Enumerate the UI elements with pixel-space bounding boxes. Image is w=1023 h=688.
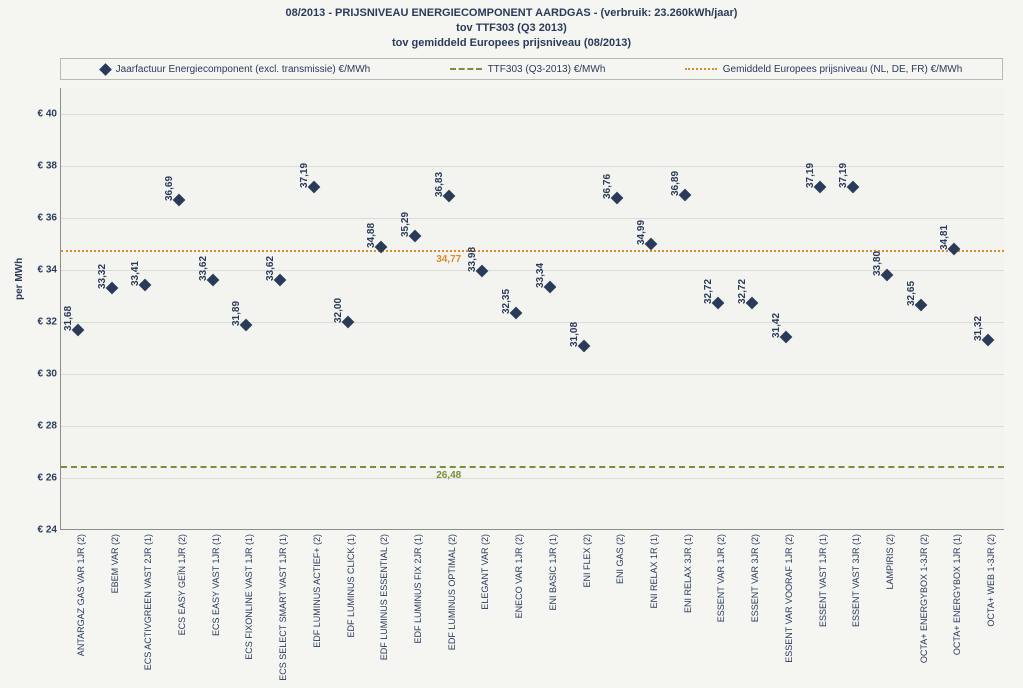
x-category-label: OCTA+ ENERGYBOX 1-3JR (2) xyxy=(919,534,929,684)
ref-line-ttf303 xyxy=(61,466,1004,468)
x-category-label: OCTA+ WEB 1-3JR (2) xyxy=(986,534,996,684)
title-line1: 08/2013 - PRIJSNIVEAU ENERGIECOMPONENT A… xyxy=(0,6,1023,21)
y-axis-label: per MWh xyxy=(14,258,25,300)
x-category-label: EDF LUMINUS ACTIEF+ (2) xyxy=(312,534,322,684)
gridline xyxy=(61,218,1004,219)
value-label: 37,19 xyxy=(299,163,310,188)
x-category-label: EDF LUMINUS CLICK (1) xyxy=(346,534,356,684)
legend-ref1: TTF303 (Q3-2013) €/MWh xyxy=(450,64,606,75)
y-tick-label: € 36 xyxy=(38,213,57,224)
value-label: 31,32 xyxy=(973,316,984,341)
value-label: 33,98 xyxy=(467,246,478,271)
dotted-line-icon xyxy=(685,68,717,70)
x-category-label: ESSENT VAR 1JR (2) xyxy=(716,534,726,684)
value-label: 33,34 xyxy=(535,263,546,288)
x-category-label: ENI FLEX (2) xyxy=(582,534,592,684)
value-label: 35,29 xyxy=(400,212,411,237)
gridline xyxy=(61,478,1004,479)
x-category-label: EDF LUMINUS FIX 2JR (1) xyxy=(413,534,423,684)
value-label: 34,81 xyxy=(939,225,950,250)
y-tick-label: € 32 xyxy=(38,317,57,328)
x-category-label: ECS EASY VAST 1JR (1) xyxy=(211,534,221,684)
x-category-label: ECS ACTIVGREEN VAST 2JR (1) xyxy=(143,534,153,684)
x-category-label: ENI GAS (2) xyxy=(615,534,625,684)
ref-line-eu-avg xyxy=(61,250,1004,252)
legend: Jaarfactuur Energiecomponent (excl. tran… xyxy=(60,58,1003,80)
x-category-label: LAMPIRIS (2) xyxy=(885,534,895,684)
value-label: 37,19 xyxy=(838,163,849,188)
legend-series: Jaarfactuur Energiecomponent (excl. tran… xyxy=(101,64,371,75)
y-tick-label: € 40 xyxy=(38,109,57,120)
title-line2: tov TTF303 (Q3 2013) xyxy=(0,21,1023,36)
legend-series-label: Jaarfactuur Energiecomponent (excl. tran… xyxy=(116,64,371,75)
chart-title: 08/2013 - PRIJSNIVEAU ENERGIECOMPONENT A… xyxy=(0,6,1023,51)
y-tick-label: € 28 xyxy=(38,421,57,432)
x-category-label: ECS EASY GEÏN 1JR (2) xyxy=(177,534,187,684)
plot-area: 26,48 34,77 31,68 33,32 33,41 36,69 33,62 31,89… xyxy=(60,88,1004,530)
x-category-label: ESSENT VAST 3JR (1) xyxy=(851,534,861,684)
x-category-label: ENECO VAR 1JR (2) xyxy=(514,534,524,684)
y-tick-label: € 26 xyxy=(38,473,57,484)
x-category-label: OCTA+ ENERGYBOX 1JR (1) xyxy=(952,534,962,684)
value-label: 33,32 xyxy=(97,264,108,289)
value-label: 32,65 xyxy=(906,281,917,306)
value-label: 37,19 xyxy=(805,163,816,188)
y-tick-label: € 24 xyxy=(38,525,57,536)
x-category-label: ESSENT VAST 1JR (1) xyxy=(818,534,828,684)
ref-label-eu-avg: 34,77 xyxy=(436,254,461,265)
gridline xyxy=(61,374,1004,375)
x-category-label: ENI RELAX 3JR (1) xyxy=(683,534,693,684)
value-label: 34,99 xyxy=(636,220,647,245)
value-label: 31,68 xyxy=(63,306,74,331)
x-category-label: ENI BASIC 1JR (1) xyxy=(548,534,558,684)
value-label: 32,00 xyxy=(333,298,344,323)
gridline xyxy=(61,166,1004,167)
x-category-label: ECS FIXONLINE VAST 1JR (1) xyxy=(244,534,254,684)
y-tick-label: € 30 xyxy=(38,369,57,380)
value-label: 36,76 xyxy=(602,174,613,199)
y-tick-label: € 38 xyxy=(38,161,57,172)
legend-ref2-label: Gemiddeld Europees prijsniveau (NL, DE, … xyxy=(723,64,963,75)
value-label: 31,42 xyxy=(771,313,782,338)
y-tick-label: € 34 xyxy=(38,265,57,276)
x-category-label: EBEM VAR (2) xyxy=(110,534,120,684)
x-category-label: ESSENT VAR VOORAF 1JR (2) xyxy=(784,534,794,684)
value-label: 33,80 xyxy=(872,251,883,276)
ref-label-ttf303: 26,48 xyxy=(436,470,461,481)
value-label: 32,72 xyxy=(703,279,714,304)
legend-ref2: Gemiddeld Europees prijsniveau (NL, DE, … xyxy=(685,64,963,75)
gridline xyxy=(61,426,1004,427)
value-label: 32,72 xyxy=(737,279,748,304)
x-category-label: EDF LUMINUS OPTIMAL (2) xyxy=(447,534,457,684)
title-line3: tov gemiddeld Europees prijsniveau (08/2… xyxy=(0,36,1023,51)
value-label: 36,83 xyxy=(434,172,445,197)
value-label: 33,62 xyxy=(198,256,209,281)
diamond-icon xyxy=(99,63,112,76)
x-category-label: ELEGANT VAR (2) xyxy=(480,534,490,684)
x-category-label: ESSENT VAR 3JR (2) xyxy=(750,534,760,684)
x-category-label: ANTARGAZ GAS VAR 1JR (2) xyxy=(76,534,86,684)
dashed-line-icon xyxy=(450,68,482,70)
value-label: 34,88 xyxy=(366,223,377,248)
value-label: 33,62 xyxy=(265,256,276,281)
value-label: 36,69 xyxy=(164,176,175,201)
gridline xyxy=(61,322,1004,323)
value-label: 31,08 xyxy=(569,322,580,347)
gridline xyxy=(61,114,1004,115)
value-label: 33,41 xyxy=(130,261,141,286)
x-category-label: ECS SELECT SMART VAST 1JR (1) xyxy=(278,534,288,684)
chart-container: { "title": { "line1": "08/2013 - PRIJSNI… xyxy=(0,0,1023,688)
value-label: 36,89 xyxy=(670,171,681,196)
value-label: 31,89 xyxy=(231,301,242,326)
x-category-label: EDF LUMINUS ESSENTIAL (2) xyxy=(379,534,389,684)
value-label: 32,35 xyxy=(501,289,512,314)
x-category-label: ENI RELAX 1R (1) xyxy=(649,534,659,684)
legend-ref1-label: TTF303 (Q3-2013) €/MWh xyxy=(488,64,606,75)
